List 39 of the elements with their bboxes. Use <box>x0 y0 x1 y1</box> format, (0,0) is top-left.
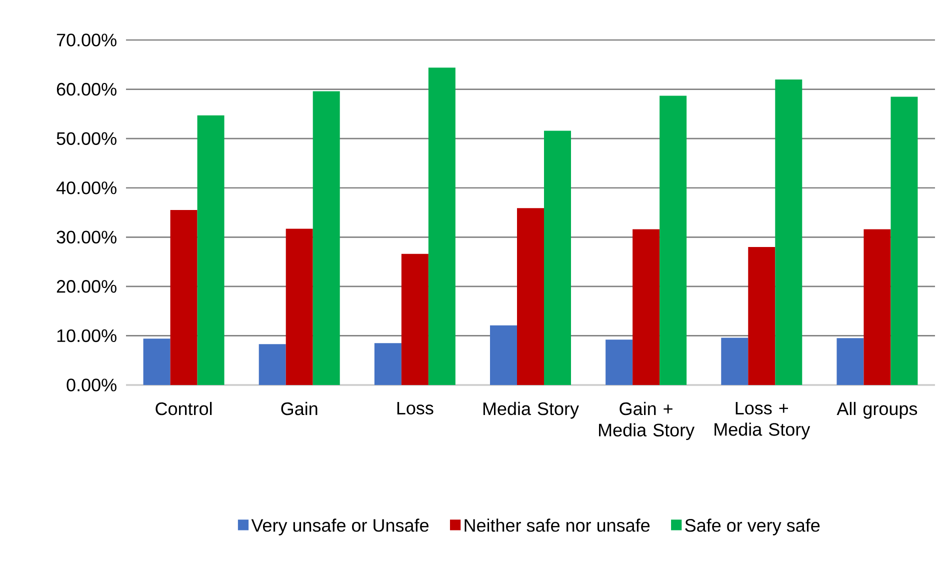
y-tick-label: 10.00% <box>57 329 116 342</box>
bar <box>490 325 517 385</box>
x-tick-label: Loss + Media Story <box>714 402 810 440</box>
bar <box>428 68 456 385</box>
y-tick-label: 60.00% <box>56 82 116 96</box>
y-tick-label: 70.00% <box>56 34 116 46</box>
bar <box>890 96 918 385</box>
bar <box>775 79 802 385</box>
bar <box>258 344 286 385</box>
legend-label: Safe or very safe <box>685 518 820 536</box>
y-tick-label: 30.00% <box>56 230 116 244</box>
bar <box>401 254 428 385</box>
bar <box>170 210 198 385</box>
y-tick-label: 20.00% <box>56 280 116 293</box>
bar <box>632 229 660 385</box>
x-tick-label: Media Story <box>483 402 579 419</box>
legend-label: Very unsafe or Unsafe <box>251 518 429 536</box>
bar <box>143 338 170 385</box>
bar <box>721 338 748 385</box>
y-tick-label: 40.00% <box>56 181 116 194</box>
y-tick-label: 50.00% <box>56 132 116 145</box>
bar <box>660 96 687 385</box>
bar <box>836 338 864 385</box>
bar <box>864 229 891 385</box>
x-tick-label: Gain + Media Story <box>599 402 695 440</box>
bar <box>374 343 402 385</box>
bar <box>312 91 340 385</box>
x-tick-label: All groups <box>836 402 918 419</box>
bar <box>517 208 544 385</box>
bar <box>544 130 572 385</box>
bar <box>286 228 313 385</box>
bar <box>197 115 224 385</box>
bar <box>606 340 633 385</box>
x-tick-label: Control <box>156 402 212 416</box>
bar <box>748 247 776 385</box>
x-tick-label: Loss <box>397 402 434 414</box>
x-tick-label: Gain <box>281 402 318 416</box>
legend-label: Neither safe nor unsafe <box>464 518 650 532</box>
y-tick-label: 0.00% <box>66 378 116 392</box>
